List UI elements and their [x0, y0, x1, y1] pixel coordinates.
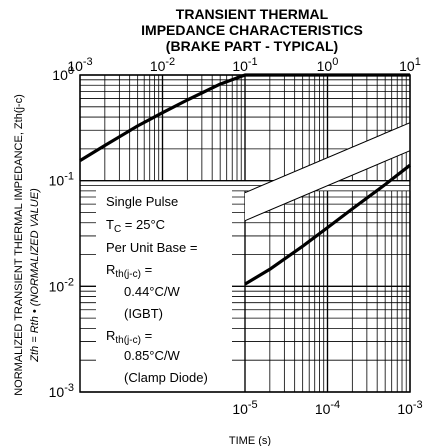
break-band: [245, 122, 410, 221]
y-tick-label: 10-1: [49, 171, 74, 189]
x-top-tick-label: 100: [317, 56, 339, 74]
annotation-line-9: (Clamp Diode): [124, 370, 208, 385]
tick-labels: 100 10-1 10-2 10-3 10-3 10-2 10-1 100 101 10-5 10-…: [49, 56, 423, 417]
series-top-curve: [79, 73, 410, 162]
x-bottom-tick-label: 10-5: [232, 399, 257, 417]
series-line: [79, 73, 410, 162]
y-axis-label-sub: Zth = Rth • (NORMALIZED VALUE): [29, 188, 41, 363]
axis-break-band: [244, 122, 411, 392]
annotation-box: Single Pulse TC = 25°C Per Unit Base = R…: [96, 186, 232, 388]
break-edge-lower: [244, 150, 411, 222]
y-tick-label: 10-2: [49, 276, 74, 294]
y-axis-label: NORMALIZED TRANSIENT THERMAL IMPEDANCE, …: [13, 94, 41, 396]
x-top-tick-label: 10-2: [150, 56, 175, 74]
series-line: [244, 163, 411, 286]
annotation-line-3: Per Unit Base =: [106, 240, 197, 255]
chart-title-line-3: (BRAKE PART - TYPICAL): [166, 38, 338, 54]
y-tick-label: 100: [52, 65, 74, 83]
x-bottom-tick-label: 10-3: [397, 399, 422, 417]
x-top-tick-label: 10-1: [232, 56, 257, 74]
y-axis-label-main: NORMALIZED TRANSIENT THERMAL IMPEDANCE, …: [13, 94, 25, 396]
annotation-line-8: 0.85°C/W: [124, 348, 181, 363]
series-bottom-curve: [244, 163, 411, 286]
x-top-tick-label: 101: [399, 56, 421, 74]
x-bottom-tick-label: 10-4: [315, 399, 340, 417]
chart-title-line-2: IMPEDANCE CHARACTERISTICS: [141, 22, 363, 38]
chart-title-line-1: TRANSIENT THERMAL: [176, 6, 329, 22]
annotation-line-1: Single Pulse: [106, 194, 178, 209]
annotation-line-2: TC = 25°C: [106, 217, 165, 235]
annotation-background: [96, 186, 232, 388]
annotation-line-5: 0.44°C/W: [124, 284, 181, 299]
break-edge-upper: [244, 122, 411, 194]
x-top-tick-label: 10-3: [67, 56, 92, 74]
x-axis-label: TIME (s): [229, 435, 271, 446]
chart-title: TRANSIENT THERMAL IMPEDANCE CHARACTERIST…: [141, 6, 363, 54]
annotation-line-6: (IGBT): [124, 306, 163, 321]
y-tick-label: 10-3: [49, 382, 74, 400]
